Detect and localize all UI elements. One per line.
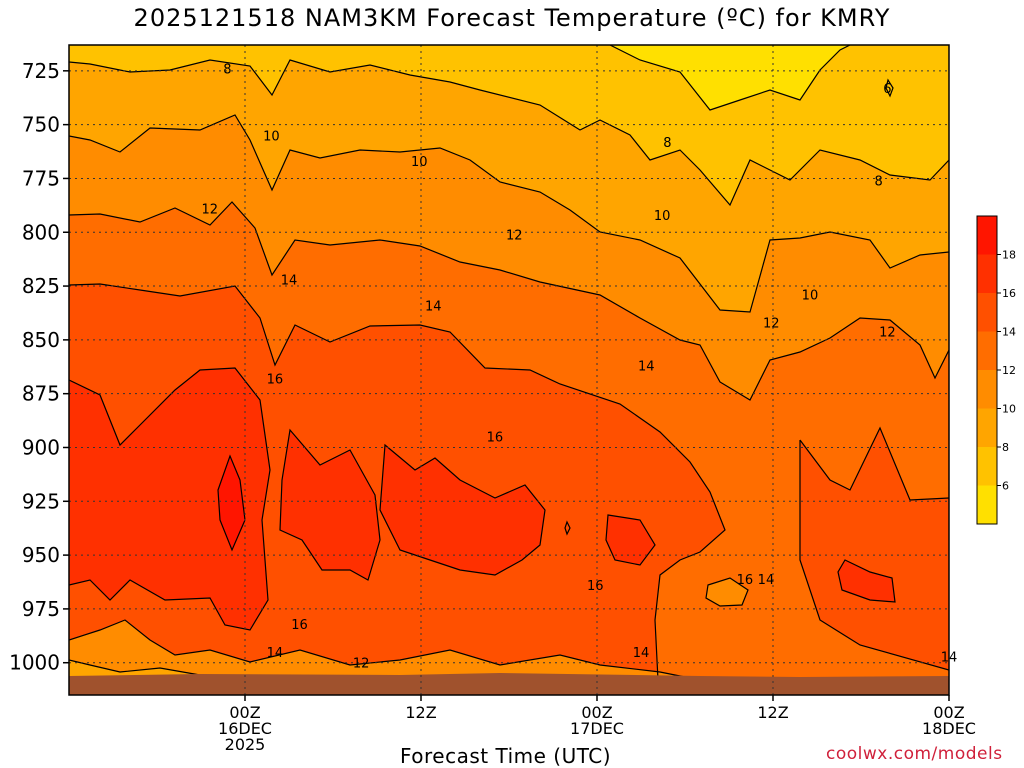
- x-tick-label: 16DEC: [218, 719, 272, 738]
- contour-label-14: 14: [638, 360, 655, 375]
- ground-surface: [69, 673, 949, 695]
- y-tick-label-1000: 1000: [9, 651, 60, 675]
- chart-title: 2025121518 NAM3KM Forecast Temperature (…: [133, 4, 891, 32]
- colorbar-bin-3: [977, 370, 997, 409]
- x-tick-label: 12Z: [757, 703, 788, 722]
- grid-lines: [69, 45, 950, 695]
- colorbar-bin-2: [977, 408, 997, 447]
- x-tick-label: 00Z: [581, 703, 612, 722]
- contour-line-14: [69, 283, 726, 681]
- contour-label-16: 16: [267, 373, 284, 388]
- contour-line-16-mid: [279, 428, 381, 581]
- contour-line-16-left: [69, 367, 271, 631]
- colorbar-bin-7: [977, 216, 997, 255]
- contour-label-16: 16: [291, 618, 308, 633]
- band-16-18-right: [838, 560, 895, 602]
- x-axis-label: Forecast Time (UTC): [400, 744, 612, 768]
- contour-label-16: 16: [587, 579, 604, 594]
- credit-link[interactable]: coolwx.com/models: [826, 744, 1003, 764]
- y-tick-label-750: 750: [22, 113, 60, 137]
- band-16-18-small: [606, 515, 655, 565]
- contour-label-6: 6: [883, 82, 891, 97]
- colorbar-label-6: 6: [1002, 480, 1009, 493]
- x-tick-label: 00Z: [229, 703, 260, 722]
- contour-line-surface-12: [69, 659, 201, 676]
- y-axis: 725 750 775 800 825 850 875 900 925 950 975 1000: [9, 59, 69, 675]
- contour-line-16-small: [605, 514, 656, 566]
- y-tick-label-975: 975: [22, 597, 60, 621]
- colorbar-bin-1: [977, 447, 997, 486]
- y-tick-label-775: 775: [22, 166, 60, 190]
- contour-label-10: 10: [802, 289, 819, 304]
- band-surface-warm: [69, 620, 700, 680]
- contour-line-tiny-2: [564, 520, 571, 536]
- contour-line-surface-14: [69, 619, 701, 681]
- contour-line-8: [69, 59, 949, 207]
- contour-label-12: 12: [202, 203, 219, 218]
- x-tick-label: 17DEC: [570, 719, 624, 738]
- x-tick-label: 12Z: [405, 703, 436, 722]
- contour-line-10: [69, 114, 949, 313]
- contour-line-16-center: [379, 443, 546, 576]
- contour-label-8: 8: [223, 63, 231, 78]
- contour-label-10: 10: [411, 155, 428, 170]
- colorbar-label-12: 12: [1002, 364, 1016, 377]
- colorbar-label-8: 8: [1002, 441, 1009, 454]
- colorbar-label-18: 18: [1002, 249, 1016, 262]
- y-tick-label-725: 725: [22, 59, 60, 83]
- contour-line-14-right: [799, 426, 949, 671]
- temperature-fill-layer: [69, 45, 949, 695]
- colorbar-bin-6: [977, 254, 997, 293]
- contour-lines: [69, 45, 949, 681]
- contour-line-6: [609, 45, 851, 111]
- contour-line-small-cool: [705, 577, 749, 607]
- contour-label-12: 12: [353, 657, 370, 672]
- x-tick-label: 00Z: [933, 703, 964, 722]
- colorbar: 6 8 10 12 14 16 18: [976, 215, 1016, 525]
- contour-label-14: 14: [267, 646, 284, 661]
- y-tick-label-950: 950: [22, 543, 60, 567]
- colorbar-bin-4: [977, 331, 997, 370]
- plot-frame: [68, 44, 950, 696]
- colorbar-label-16: 16: [1002, 287, 1016, 300]
- contour-label-12: 12: [763, 317, 780, 332]
- colorbar-bin-5: [977, 293, 997, 332]
- colorbar-label-14: 14: [1002, 326, 1016, 339]
- band-14-16-right: [800, 428, 949, 670]
- band-small-cool: [706, 578, 748, 606]
- x-tick-label: 18DEC: [922, 719, 976, 738]
- contour-labels: 8 6 10 8 10 8 12 10 12 14 10 14 12 12 14 16 16 16 16 14 16 14…: [202, 63, 958, 672]
- contour-label-12: 12: [506, 228, 523, 243]
- colorbar-bin-0: [977, 485, 997, 524]
- contour-line-18: [217, 454, 246, 552]
- contour-label-14: 14: [425, 299, 442, 314]
- band-above-18: [218, 456, 245, 550]
- contour-label-8: 8: [874, 175, 882, 190]
- y-tick-label-850: 850: [22, 328, 60, 352]
- contour-label-16: 16: [487, 431, 504, 446]
- contour-label-12: 12: [879, 325, 896, 340]
- contour-label-14: 14: [633, 646, 650, 661]
- contour-label-10: 10: [654, 209, 671, 224]
- x-tick-label: 2025: [225, 735, 266, 754]
- contour-line-12: [69, 201, 949, 401]
- band-16-18-left: [69, 368, 270, 630]
- contour-label-10: 10: [263, 129, 280, 144]
- band-16-18-mid: [280, 430, 380, 580]
- contour-label-16: 16: [737, 573, 754, 588]
- y-tick-label-900: 900: [22, 435, 60, 459]
- contour-label-14: 14: [281, 274, 298, 289]
- band-below-6: [610, 45, 850, 110]
- y-tick-label-800: 800: [22, 220, 60, 244]
- contour-line-tiny: [885, 78, 894, 98]
- colorbar-label-10: 10: [1002, 403, 1016, 416]
- y-tick-label-925: 925: [22, 489, 60, 513]
- contour-line-16-right: [837, 559, 896, 603]
- contour-label-8: 8: [663, 136, 671, 151]
- y-tick-label-825: 825: [22, 274, 60, 298]
- y-tick-label-875: 875: [22, 382, 60, 406]
- contour-label-14: 14: [758, 573, 775, 588]
